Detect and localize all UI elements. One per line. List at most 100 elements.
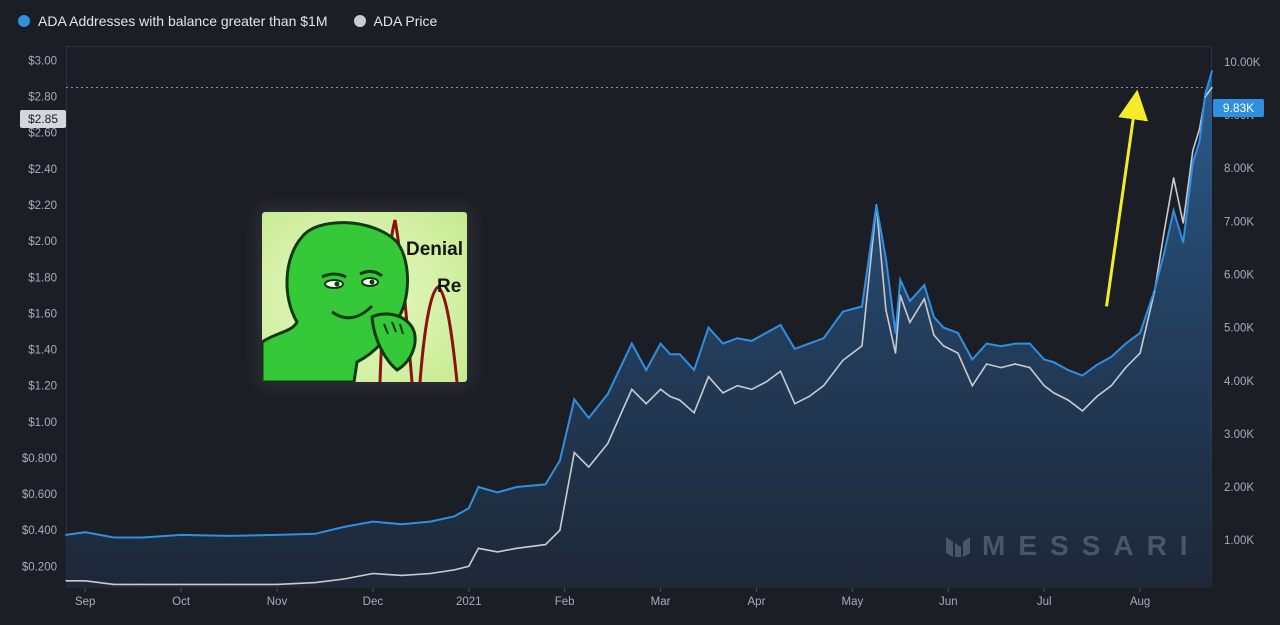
addresses-point <box>1182 241 1185 244</box>
addresses-point <box>515 486 518 488</box>
right-tick-label: 10.00K <box>1224 57 1261 69</box>
addresses-point <box>1124 342 1127 345</box>
price-point <box>1081 410 1084 412</box>
price-point <box>933 334 935 336</box>
price-point <box>822 384 825 387</box>
addresses-point <box>750 340 753 342</box>
price-point <box>1182 222 1184 224</box>
price-point <box>228 583 230 586</box>
left-tick-label: $0.800 <box>22 453 57 465</box>
price-point <box>468 565 470 568</box>
addresses-point <box>228 535 230 537</box>
addresses-point <box>1028 342 1031 345</box>
addresses-point <box>736 337 739 340</box>
price-point <box>679 399 681 401</box>
addresses-point <box>429 520 432 523</box>
messari-watermark: MESSARI <box>944 530 1201 562</box>
addresses-point <box>1172 209 1175 212</box>
left-tick-label: $1.60 <box>28 308 57 320</box>
price-point <box>985 363 988 365</box>
addresses-point <box>822 337 825 340</box>
price-point <box>885 309 887 311</box>
addresses-point <box>1211 70 1213 72</box>
left-tick-label: $2.20 <box>28 200 57 212</box>
addresses-point <box>1204 92 1207 95</box>
legend-item-price[interactable]: ADA Price <box>353 13 437 29</box>
left-tick-label: $0.200 <box>22 561 57 573</box>
price-point <box>1000 366 1002 369</box>
addresses-point <box>885 257 887 260</box>
price-point <box>842 359 844 362</box>
right-tick-label: 7.00K <box>1224 216 1254 228</box>
x-tick-label: Jul <box>1037 596 1052 608</box>
addresses-point <box>932 316 935 318</box>
addresses-point <box>645 369 648 372</box>
price-point <box>1211 86 1213 89</box>
price-point <box>750 388 753 390</box>
addresses-point <box>956 332 959 334</box>
addresses-point <box>558 459 561 462</box>
price-point <box>707 375 710 378</box>
addresses-point <box>544 483 547 486</box>
price-point <box>113 583 115 586</box>
left-tick-label: $1.20 <box>28 381 57 393</box>
right-tick-label: 2.00K <box>1224 482 1254 494</box>
price-point <box>65 580 67 582</box>
price-point <box>971 384 973 387</box>
x-tick-label: Nov <box>267 596 288 608</box>
x-tick-label: Jun <box>939 596 958 608</box>
addresses-point <box>573 398 576 401</box>
left-tick-label: $2.80 <box>28 92 57 104</box>
left-tick-label: $2.60 <box>28 128 57 140</box>
addresses-point <box>1096 363 1098 366</box>
price-point <box>1067 399 1069 401</box>
legend-item-addresses[interactable]: ADA Addresses with balance greater than … <box>18 13 328 29</box>
price-point <box>894 352 897 354</box>
addresses-point <box>765 332 767 334</box>
price-point <box>1198 128 1201 130</box>
addresses-point <box>1067 369 1070 372</box>
price-point <box>276 583 278 586</box>
x-tick-label: Dec <box>363 596 384 608</box>
left-tick-label: $2.00 <box>28 236 57 248</box>
price-point <box>1029 366 1031 369</box>
left-tick-label: $0.600 <box>22 489 57 501</box>
left-tick-label: $1.80 <box>28 272 57 284</box>
price-point <box>84 580 86 582</box>
addresses-point <box>606 393 609 395</box>
price-point <box>923 298 926 300</box>
watermark-text: MESSARI <box>982 530 1201 561</box>
price-point <box>314 581 317 584</box>
addresses-point <box>1153 289 1156 292</box>
x-tick-label: 2021 <box>456 596 482 608</box>
left-tick-label: $3.00 <box>28 55 57 67</box>
addresses-point <box>899 278 902 281</box>
price-point <box>1204 95 1206 98</box>
meme-text-denial: Denial <box>406 239 463 260</box>
addresses-point <box>1043 358 1046 361</box>
addresses-point <box>314 532 317 535</box>
right-tick-label: 6.00K <box>1224 269 1254 281</box>
price-point <box>496 551 499 553</box>
right-tick-label: 5.00K <box>1224 323 1254 335</box>
addresses-point <box>141 536 144 539</box>
price-point <box>736 384 738 387</box>
price-point <box>607 442 609 445</box>
addresses-point <box>722 342 724 345</box>
addresses-point <box>669 353 672 356</box>
x-tick-label: Apr <box>748 596 766 608</box>
price-crosshair-tag: $2.85 <box>20 110 66 128</box>
price-point <box>875 204 878 206</box>
price-point <box>429 572 432 575</box>
annotation-arrow <box>1105 89 1149 307</box>
right-tick-label: 8.00K <box>1224 163 1254 175</box>
left-tick-label: $1.40 <box>28 345 57 357</box>
addresses-point <box>453 515 456 518</box>
addresses-point <box>65 533 67 536</box>
price-point <box>1139 352 1141 354</box>
addresses-point <box>343 525 346 528</box>
addresses-point <box>971 358 974 361</box>
x-tick-label: Feb <box>555 596 575 608</box>
x-tick-label: Sep <box>75 596 95 608</box>
